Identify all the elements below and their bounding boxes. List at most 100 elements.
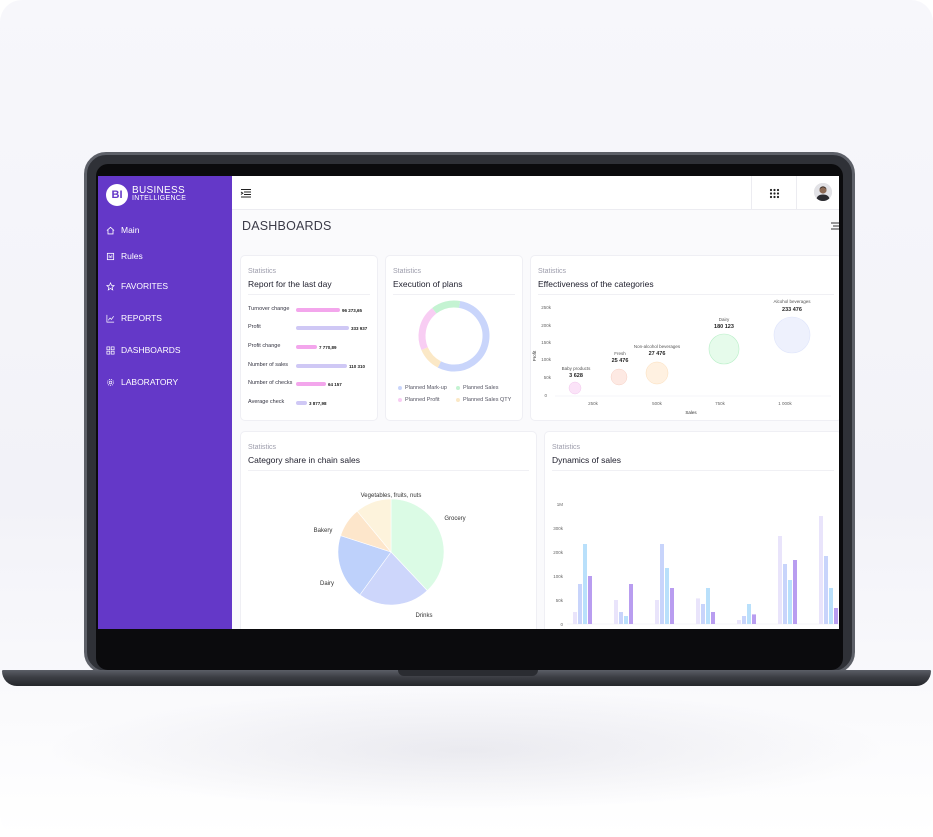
- sales-bar[interactable]: [670, 588, 674, 624]
- bubble-non-alcohol-beverages[interactable]: [645, 361, 669, 385]
- sales-bar[interactable]: [824, 556, 828, 624]
- logo-title: BUSINESS: [132, 185, 185, 196]
- sales-bar[interactable]: [834, 608, 838, 624]
- avatar[interactable]: [814, 183, 832, 201]
- user-avatar-icon: [814, 183, 832, 201]
- sales-bar[interactable]: [829, 588, 833, 624]
- pie-slice-vegetables-fruits-nuts[interactable]: [356, 498, 392, 553]
- card-title: Report for the last day: [248, 279, 332, 289]
- filter-list-icon[interactable]: [830, 221, 839, 231]
- sales-bar[interactable]: [583, 544, 587, 624]
- x-tick: 750k: [715, 401, 726, 406]
- report-row-value: 64 157: [328, 382, 342, 387]
- rules-icon: [106, 252, 115, 260]
- report-row-bar: [296, 364, 347, 368]
- x-tick: 500k: [652, 401, 663, 406]
- sales-bar[interactable]: [578, 584, 582, 624]
- sales-bar[interactable]: [624, 616, 628, 624]
- sales-bar[interactable]: [711, 612, 715, 624]
- logo-badge: BI: [106, 184, 128, 206]
- chart-line-icon: [106, 314, 115, 322]
- logo[interactable]: BI BUSINESS INTELLIGENCE: [106, 184, 186, 206]
- report-row-bar: [296, 401, 307, 405]
- bubble-value: 27 476: [649, 351, 666, 357]
- sales-bar[interactable]: [793, 560, 797, 624]
- card-subtitle: Statistics: [248, 444, 277, 451]
- sales-bar[interactable]: [783, 564, 787, 624]
- bubble-baby-products[interactable]: [568, 381, 582, 395]
- sales-bar[interactable]: [742, 616, 746, 624]
- home-icon: [106, 226, 115, 234]
- y-tick: 300k: [553, 526, 564, 531]
- sales-bar[interactable]: [588, 576, 592, 624]
- sales-bar[interactable]: [696, 598, 700, 624]
- donut-segment-planned-sales-qty: [418, 300, 490, 372]
- report-row-label: Profit change: [248, 343, 281, 349]
- y-tick: 250k: [541, 305, 552, 310]
- plans-donut-chart: [418, 300, 490, 372]
- report-row-bar: [296, 382, 326, 386]
- y-tick: 200k: [541, 323, 552, 328]
- sales-bar[interactable]: [665, 568, 669, 624]
- bubble-fresh[interactable]: [610, 368, 628, 386]
- sidebar-item-reports[interactable]: REPORTS: [106, 310, 162, 326]
- bubble-value: 3 628: [569, 373, 583, 379]
- donut-segment-planned-profit: [418, 300, 490, 372]
- bubble-alcohol-beverages[interactable]: [773, 316, 811, 354]
- report-row-bar: [296, 345, 317, 349]
- bubble-dairy[interactable]: [708, 333, 740, 365]
- y-tick: 100k: [541, 357, 552, 362]
- report-row-label: Number of sales: [248, 362, 289, 368]
- card-subtitle: Statistics: [552, 444, 581, 451]
- pie-slice-dairy[interactable]: [337, 535, 392, 596]
- sidebar-item-label: FAVORITES: [121, 281, 169, 291]
- legend-planned-sales-qty: Planned Sales QTY: [456, 397, 511, 403]
- pie-slice-drinks[interactable]: [359, 551, 428, 606]
- donut-segment-planned-sales: [418, 300, 490, 372]
- sales-bar[interactable]: [747, 604, 751, 624]
- sales-bar[interactable]: [752, 614, 756, 624]
- grid-icon: [106, 346, 115, 354]
- sales-bar[interactable]: [737, 620, 741, 624]
- pie-slice-grocery[interactable]: [390, 498, 445, 592]
- sales-bar[interactable]: [701, 604, 705, 624]
- sales-bar[interactable]: [655, 600, 659, 624]
- sidebar-item-laboratory[interactable]: LABORATORY: [106, 374, 178, 390]
- star-icon: [106, 281, 115, 291]
- sidebar-item-main[interactable]: Main: [106, 222, 139, 238]
- sales-bar[interactable]: [819, 516, 823, 624]
- sidebar-item-label: DASHBOARDS: [121, 345, 181, 355]
- app-screen: BI BUSINESS INTELLIGENCE Main Rules FAVO…: [98, 176, 839, 629]
- sidebar-item-label: Main: [121, 225, 140, 235]
- report-card: Statistics Report for the last day Turno…: [241, 256, 377, 420]
- sales-bar[interactable]: [573, 612, 577, 624]
- x-axis-label: Sales: [685, 410, 697, 415]
- apps-button[interactable]: [751, 176, 797, 210]
- sidebar-item-rules[interactable]: Rules: [106, 248, 143, 264]
- laptop-shadow: [40, 690, 893, 810]
- sidebar-item-favorites[interactable]: FAVORITES: [106, 278, 168, 294]
- sales-bar[interactable]: [629, 584, 633, 624]
- sales-bar[interactable]: [614, 600, 618, 624]
- y-tick: 0: [544, 393, 547, 398]
- report-row-value: 110 310: [349, 364, 366, 369]
- card-title: Execution of plans: [393, 279, 463, 289]
- sales-bar[interactable]: [619, 612, 623, 624]
- bubble-value: 233 476: [782, 307, 802, 313]
- sales-bar[interactable]: [788, 580, 792, 624]
- pie-label: Grocery: [444, 516, 465, 522]
- sales-bar[interactable]: [706, 588, 710, 624]
- y-tick: 50k: [544, 375, 552, 380]
- dynamics-card: Statistics Dynamics of sales 1M 300k 200…: [545, 432, 839, 629]
- report-row-label: Average check: [248, 399, 285, 405]
- bubble-label: Baby products: [562, 366, 592, 371]
- sales-bar[interactable]: [778, 536, 782, 624]
- menu-toggle-icon[interactable]: [240, 187, 252, 199]
- card-subtitle: Statistics: [538, 268, 567, 275]
- pie-label: Drinks: [415, 613, 432, 619]
- report-row-label: Turnover change: [248, 306, 290, 312]
- sidebar-item-dashboards[interactable]: DASHBOARDS: [106, 342, 181, 358]
- y-axis-label: Profit: [532, 350, 537, 361]
- sales-bar[interactable]: [660, 544, 664, 624]
- plans-card: Statistics Execution of plans Planned Ma…: [386, 256, 522, 420]
